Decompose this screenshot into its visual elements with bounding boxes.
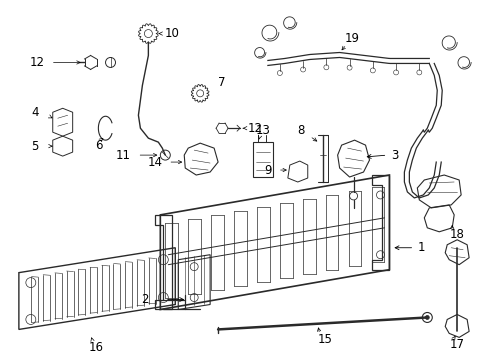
Text: 17: 17 — [449, 338, 464, 351]
Text: 1: 1 — [417, 241, 425, 254]
Text: 6: 6 — [96, 139, 103, 152]
Text: 8: 8 — [297, 124, 305, 137]
Text: 10: 10 — [164, 27, 179, 40]
Text: 16: 16 — [89, 341, 103, 354]
Text: 19: 19 — [344, 32, 360, 45]
Text: 13: 13 — [256, 124, 271, 137]
Text: 5: 5 — [31, 140, 39, 153]
Text: 4: 4 — [31, 106, 39, 119]
Text: 2: 2 — [141, 293, 148, 306]
Text: 12: 12 — [248, 122, 263, 135]
Text: 7: 7 — [218, 76, 225, 89]
Text: 18: 18 — [449, 228, 464, 241]
Text: 3: 3 — [392, 149, 399, 162]
Text: 12: 12 — [30, 56, 45, 69]
Text: 14: 14 — [147, 156, 162, 168]
Text: 15: 15 — [318, 333, 333, 346]
Text: 11: 11 — [116, 149, 130, 162]
Text: 9: 9 — [265, 163, 272, 176]
Circle shape — [425, 315, 429, 319]
Bar — [253, 142, 273, 177]
